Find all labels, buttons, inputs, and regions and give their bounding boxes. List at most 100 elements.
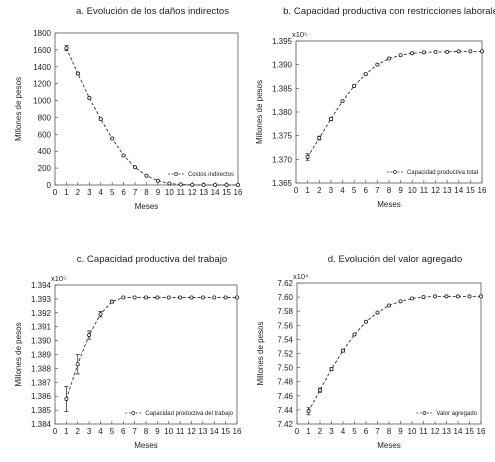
y-axis-label: Millones de pesos [256, 321, 265, 385]
legend-label: Costos indirectos [188, 172, 234, 178]
chart-title: c. Capacidad productiva del trabajo [77, 254, 227, 265]
data-point [421, 295, 426, 300]
y-tick-label: 1.390 [272, 61, 293, 70]
x-tick-label: 14 [210, 427, 219, 436]
data-point [340, 348, 345, 353]
data-point [375, 310, 380, 315]
data-point [352, 83, 357, 88]
data-point [317, 388, 322, 393]
data-point [456, 49, 461, 54]
data-point [479, 49, 484, 54]
y-tick-label: 1.388 [31, 364, 52, 373]
x-tick-label: 6 [364, 186, 369, 195]
x-tick-label: 11 [177, 188, 186, 197]
data-point [224, 182, 229, 187]
y-tick-label: 1.365 [272, 179, 293, 188]
x-tick-label: 6 [121, 188, 126, 197]
data-point [340, 99, 345, 104]
x-tick-label: 15 [466, 186, 475, 195]
y-tick-label: 400 [38, 147, 52, 156]
x-tick-label: 0 [294, 186, 299, 195]
x-tick-label: 15 [221, 427, 230, 436]
data-point [352, 332, 357, 337]
x-tick-label: 0 [53, 188, 58, 197]
legend-label: Capacidad productiva del trabajo [145, 411, 233, 417]
y-tick-label: 1.395 [272, 37, 293, 46]
data-point [190, 182, 195, 187]
data-point [109, 299, 114, 304]
y-tick-label: 1200 [33, 80, 51, 89]
x-tick-label: 7 [375, 186, 380, 195]
x-tick-label: 6 [121, 427, 126, 436]
data-point [329, 367, 334, 372]
chart-title: d. Evolución del valor agregado [328, 254, 462, 265]
x-tick-label: 7 [375, 427, 380, 436]
data-point [468, 49, 473, 54]
data-point [98, 117, 103, 122]
x-tick-label: 12 [431, 186, 440, 195]
data-point [87, 333, 92, 338]
data-point [363, 72, 368, 77]
data-point [155, 178, 160, 183]
data-point [386, 303, 391, 308]
x-tick-label: 2 [318, 427, 323, 436]
y-tick-label: 7.48 [277, 378, 293, 387]
data-point [398, 53, 403, 58]
x-tick-label: 6 [364, 427, 369, 436]
x-tick-label: 13 [443, 186, 452, 195]
x-tick-label: 10 [164, 427, 173, 436]
legend-marker [422, 411, 427, 415]
x-tick-label: 13 [199, 188, 208, 197]
data-point [201, 182, 206, 187]
x-tick-label: 4 [341, 427, 346, 436]
data-point [178, 182, 183, 187]
data-point [189, 295, 194, 300]
data-point [167, 181, 172, 186]
x-tick-label: 9 [398, 186, 403, 195]
x-tick-label: 2 [76, 427, 81, 436]
data-point [223, 295, 228, 300]
x-axis-label: Meses [377, 441, 401, 450]
y-tick-label: 1000 [33, 97, 51, 106]
data-point [235, 182, 240, 187]
data-point [143, 295, 148, 300]
y-tick-label: 7.62 [277, 279, 293, 288]
y-tick-label: 1.392 [31, 309, 52, 318]
x-tick-label: 12 [431, 427, 440, 436]
x-tick-label: 16 [234, 188, 243, 197]
x-tick-label: 9 [156, 188, 161, 197]
axis-scale-label: x10⁴ [293, 272, 308, 281]
x-tick-label: 11 [176, 427, 185, 436]
y-tick-label: 1.370 [272, 155, 293, 164]
x-tick-label: 1 [305, 186, 310, 195]
y-tick-label: 7.56 [277, 321, 293, 330]
y-tick-label: 7.60 [277, 293, 293, 302]
data-point [444, 294, 449, 299]
x-tick-label: 10 [408, 427, 417, 436]
x-tick-label: 5 [352, 427, 357, 436]
x-tick-label: 16 [478, 186, 487, 195]
x-tick-label: 13 [198, 427, 207, 436]
data-point [445, 49, 450, 54]
data-point [409, 296, 414, 301]
data-point [166, 295, 171, 300]
x-tick-label: 12 [188, 188, 197, 197]
data-point [121, 153, 126, 158]
x-tick-label: 16 [477, 427, 486, 436]
x-tick-label: 1 [64, 188, 69, 197]
y-tick-label: 1.394 [31, 281, 52, 290]
legend-marker [131, 411, 136, 415]
y-tick-label: 1400 [33, 63, 51, 72]
y-tick-label: 1.384 [31, 420, 52, 429]
y-tick-label: 1.380 [272, 108, 293, 117]
y-tick-label: 1.390 [31, 337, 52, 346]
y-tick-label: 7.58 [277, 307, 293, 316]
data-point [98, 312, 103, 317]
x-tick-label: 3 [329, 186, 334, 195]
x-tick-label: 16 [233, 427, 242, 436]
x-tick-label: 1 [64, 427, 69, 436]
legend-label: Valor agregado [436, 411, 477, 417]
chart-panel: c. Capacidad productiva del trabajo x10⁵ 0… [14, 254, 242, 450]
